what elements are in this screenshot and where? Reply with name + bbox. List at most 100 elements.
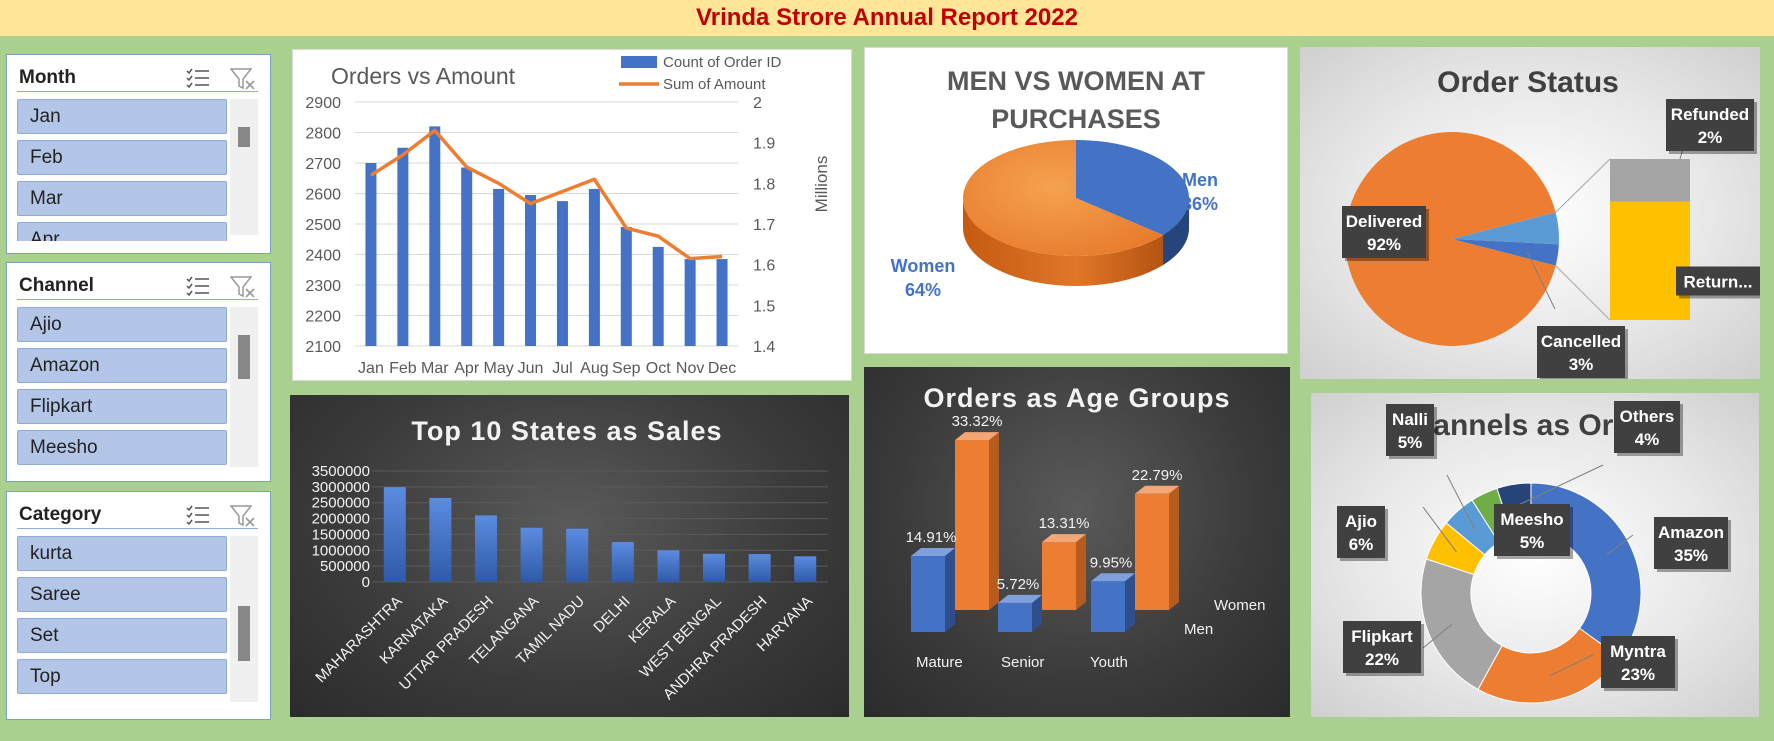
x-tick-label: Jul (552, 360, 572, 377)
x-tick-label: Jan (358, 360, 384, 377)
slicer-item-kurta[interactable]: kurta (17, 536, 227, 571)
label-refunded-text: 2% (1698, 128, 1723, 147)
col-men-youth-top (1091, 573, 1135, 582)
connector-top (1555, 158, 1611, 213)
col-men-mature-side (945, 547, 955, 632)
y-tick-label: 1500000 (312, 526, 370, 543)
line-series-amount (370, 128, 723, 261)
label-returned: Return... (1676, 266, 1763, 299)
y2-tick-label: 1.9 (753, 136, 775, 153)
y2-tick-label: 1.7 (753, 217, 775, 234)
label-nalli-text: 5% (1398, 433, 1423, 452)
slicer-item-flipkart[interactable]: Flipkart (17, 389, 227, 424)
label-others-box (1614, 401, 1680, 453)
slicer-title: Category (19, 504, 102, 525)
donut-slice-flipkart (1420, 558, 1503, 691)
data-label-women-pct: 64% (905, 280, 941, 300)
multi-select-icon[interactable] (186, 275, 210, 297)
bar-karnataka (429, 497, 452, 582)
label-refunded: Refunded 2% (1666, 99, 1757, 154)
clear-filter-icon[interactable] (230, 67, 256, 91)
scrollbar-thumb[interactable] (238, 127, 250, 147)
scrollbar-thumb[interactable] (238, 606, 250, 661)
y-tick-label: 2500 (305, 217, 341, 234)
multi-select-icon[interactable] (186, 67, 210, 89)
label-ajio-box (1337, 506, 1385, 558)
pie-slice-delivered (1345, 131, 1556, 346)
slicer-item-apr[interactable]: Apr (17, 222, 227, 241)
label-myntra-box (1601, 636, 1675, 688)
slicer-scrollbar[interactable] (230, 307, 258, 467)
y-tick-label: 2100 (305, 339, 341, 356)
channels-panel: Channels as Orders Others 4% Amazon 35% Myntr… (1311, 393, 1759, 717)
label-myntra: Myntra 23% (1601, 636, 1678, 691)
pie-side-men (1163, 198, 1189, 265)
label-amazon: Amazon 35% (1654, 517, 1731, 572)
slicer-item-set[interactable]: Set (17, 618, 227, 653)
label-amazon-box (1654, 517, 1728, 569)
label-meesho-text: 5% (1520, 533, 1545, 552)
multi-select-icon[interactable] (186, 504, 210, 526)
y2-tick-label: 1.6 (753, 258, 775, 275)
slicer-item-saree[interactable]: Saree (17, 577, 227, 612)
slicer-scrollbar[interactable] (230, 536, 258, 702)
legend-label-orders: Count of Order ID (663, 54, 782, 71)
bar-haryana (794, 556, 817, 582)
order-status-chart: Order Status Delivered 92% Refunded 2% Cancel… (1342, 66, 1763, 381)
x-tick-label: Sep (612, 360, 641, 377)
label-returned-text: Return... (1684, 273, 1753, 292)
pie-slice-other (1452, 212, 1559, 245)
data-label-men: 9.95% (1090, 554, 1133, 571)
channel-slicer: Channel Ajio Amazon Flipkart Meesho (6, 262, 271, 482)
report-title: Vrinda Strore Annual Report 2022 (0, 0, 1774, 36)
col-women-senior-side (1076, 534, 1086, 610)
connector-bottom (1555, 265, 1611, 321)
col-women-senior-top (1042, 534, 1086, 543)
slicer-items: Ajio Amazon Flipkart Meesho (17, 307, 227, 471)
label-flipkart-box (1343, 621, 1421, 673)
slicer-scrollbar[interactable] (230, 99, 258, 235)
label-delivered-text: 92% (1367, 235, 1401, 254)
leader-nalli (1446, 474, 1476, 530)
col-men-senior-top (998, 594, 1042, 603)
y-tick-label: 2900 (305, 95, 341, 112)
bar-aug (588, 188, 600, 346)
y-tick-label: 1000000 (312, 542, 370, 559)
chart-title: Order Status (1437, 66, 1619, 99)
label-others-text: Others (1620, 407, 1675, 426)
chart-title: Orders as Age Groups (923, 383, 1230, 413)
slicer-item-jan[interactable]: Jan (17, 99, 227, 134)
slicer-item-ajio[interactable]: Ajio (17, 307, 227, 342)
slicer-item-top[interactable]: Top (17, 659, 227, 694)
bar-apr (461, 167, 473, 346)
bar-andhra-pradesh (748, 554, 771, 582)
bar-delhi (611, 542, 634, 582)
scrollbar-thumb[interactable] (238, 335, 250, 379)
chart-title-line: MEN VS WOMEN AT (947, 66, 1205, 96)
slicer-item-amazon[interactable]: Amazon (17, 348, 227, 383)
y-tick-label: 2200 (305, 309, 341, 326)
col-men-youth-front (1091, 581, 1125, 632)
label-flipkart: Flipkart 22% (1343, 621, 1424, 676)
clear-filter-icon[interactable] (230, 275, 256, 299)
slicer-item-feb[interactable]: Feb (17, 140, 227, 175)
bar-oct (652, 246, 664, 346)
y-tick-label: 2300 (305, 278, 341, 295)
data-label-women: 33.32% (952, 413, 1003, 430)
bar-may (493, 188, 505, 346)
pie-slice-cancelled (1452, 239, 1559, 266)
leader-ajio (1422, 506, 1457, 553)
slicer-item-meesho[interactable]: Meesho (17, 430, 227, 465)
bar-uttar-pradesh (475, 515, 497, 582)
y2-tick-label: 2 (753, 95, 762, 112)
label-returned-box (1676, 266, 1760, 296)
y-tick-label: 0 (362, 574, 370, 591)
data-label-men-name: Men (1182, 170, 1218, 190)
x-tick-label: WEST BENGAL (636, 593, 724, 681)
bar-kerala (657, 550, 680, 582)
slicer-item-mar[interactable]: Mar (17, 181, 227, 216)
channels-chart: Channels as OrdersOthers4%Amazon35%Myntr… (1337, 401, 1731, 704)
clear-filter-icon[interactable] (230, 504, 256, 528)
label-delivered: Delivered 92% (1342, 206, 1429, 261)
